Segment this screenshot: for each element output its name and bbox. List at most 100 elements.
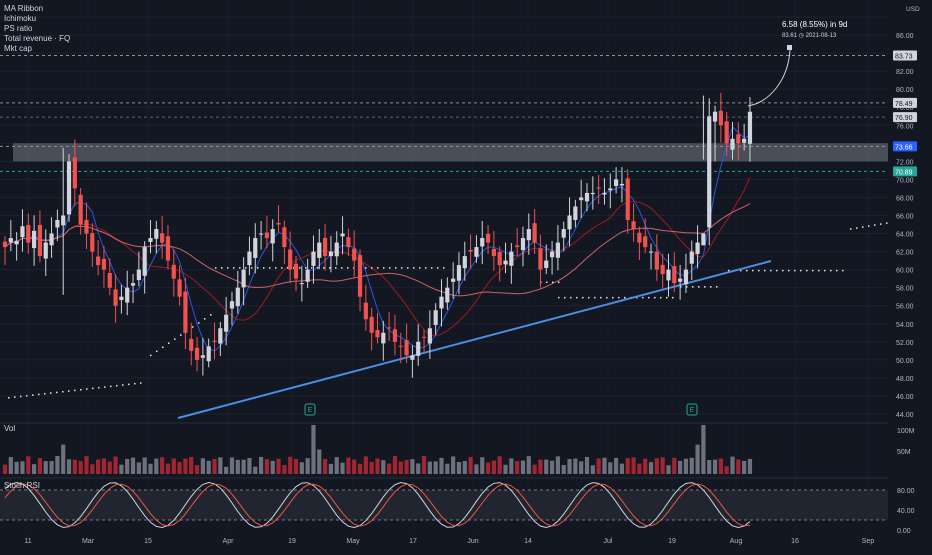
candle-body (299, 283, 304, 285)
volume-label[interactable]: Vol (4, 424, 16, 433)
ichimoku-dot (38, 393, 40, 396)
volume-bar (619, 463, 625, 474)
volume-bar (654, 458, 659, 474)
ichimoku-dot (215, 267, 217, 269)
ichimoku-dot (323, 267, 325, 269)
indicator-label-mkt-cap[interactable]: Mkt cap (4, 44, 33, 53)
volume-bar (549, 460, 555, 474)
candle-body (468, 249, 473, 252)
price-tick-label: 66.00 (896, 214, 914, 221)
candle-body (148, 238, 153, 242)
volume-bar (253, 466, 258, 474)
volume-bar (614, 457, 619, 474)
candle-body (462, 256, 467, 269)
price-tick-label: 50.00 (896, 358, 914, 365)
candle-body (101, 258, 107, 270)
candle-body (747, 111, 753, 144)
candle-body (643, 236, 648, 248)
candle-body (72, 157, 77, 189)
time-tick-label: 11 (24, 538, 31, 545)
candle-body (718, 110, 723, 126)
volume-bar (648, 462, 654, 474)
time-tick-label: Apr (223, 538, 235, 545)
candle-body (602, 192, 607, 195)
candle-body (136, 269, 141, 281)
volume-bar (637, 463, 642, 474)
time-tick-label: 14 (524, 538, 532, 545)
volume-bar (247, 457, 252, 474)
indicator-label-ps-ratio[interactable]: PS ratio (4, 24, 33, 33)
ichimoku-dot (600, 296, 602, 299)
volume-bar (631, 457, 636, 474)
candle-body (648, 251, 654, 253)
volume-bar (747, 458, 753, 474)
time-tick-label: Mar (82, 538, 95, 545)
price-tick-label: 52.00 (896, 340, 914, 347)
ichimoku-dot (347, 267, 349, 269)
ichimoku-dot (329, 267, 331, 269)
ichimoku-dot (842, 269, 844, 272)
volume-bar (718, 458, 723, 474)
ichimoku-dot (168, 342, 170, 344)
ichimoku-dot (192, 326, 194, 328)
indicator-label-ma-ribbon[interactable]: MA Ribbon (4, 4, 44, 13)
volume-bar (160, 457, 165, 474)
candle-body (590, 192, 595, 195)
projection-label: 6.58 (8.55%) in 9d (782, 20, 847, 29)
ichimoku-dot (686, 286, 688, 288)
ichimoku-dot (558, 296, 560, 299)
ichimoku-dot (233, 267, 235, 269)
volume-bar (212, 458, 217, 474)
candle-body (270, 229, 275, 244)
candle-body (288, 249, 293, 270)
volume-bar (130, 457, 136, 474)
volume-bar (26, 456, 31, 474)
projection-endpoint (787, 45, 792, 50)
candle-body (189, 338, 194, 351)
ichimoku-dot (32, 394, 34, 396)
ichimoku-dot (383, 267, 385, 269)
ichimoku-dot (570, 296, 572, 299)
indicator-label-ichimoku[interactable]: Ichimoku (4, 14, 37, 23)
ichimoku-dot (782, 269, 784, 272)
earnings-marker-text: E (308, 407, 313, 414)
indicator-label-total-revenue[interactable]: Total revenue · FQ (4, 34, 71, 43)
candle-body (125, 287, 130, 303)
price-label-text: 83.73 (895, 54, 913, 61)
ichimoku-dot (134, 382, 136, 385)
price-tick-label: 80.00 (896, 87, 914, 94)
trendline (177, 260, 772, 419)
candle-body (654, 251, 659, 270)
ichimoku-dot (606, 296, 608, 299)
ichimoku-dot (648, 296, 650, 299)
candle-body (49, 233, 54, 246)
ichimoku-dot (80, 388, 82, 391)
volume-bar (142, 457, 147, 474)
price-tick-label: 56.00 (896, 304, 914, 311)
currency-label: USD (906, 6, 920, 13)
stoch-k-line (4, 481, 751, 529)
ichimoku-dot (654, 296, 656, 299)
ichimoku-dot (395, 267, 397, 269)
candle-body (387, 327, 392, 329)
stoch-rsi-label[interactable]: Stoch RSI (4, 481, 41, 490)
candle-body (264, 232, 269, 239)
volume-bar (241, 459, 246, 474)
ichimoku-dot (68, 390, 70, 392)
ichimoku-dot (770, 269, 772, 272)
candle-body (119, 296, 124, 301)
candle-body (480, 238, 485, 247)
ichimoku-dot (251, 267, 253, 269)
volume-bar (2, 464, 8, 474)
volume-bar (148, 463, 153, 474)
volume-bar (532, 464, 537, 474)
candle-body (66, 161, 72, 215)
volume-bar (194, 465, 200, 474)
candle-body (567, 215, 572, 230)
annotations: 6.58 (8.55%) in 9d 83.61 ◷ 2021-08-13 E E (304, 20, 847, 416)
candle-body (20, 226, 25, 238)
volume-tick-label: 100M (897, 428, 915, 435)
volume-bar (416, 463, 421, 474)
